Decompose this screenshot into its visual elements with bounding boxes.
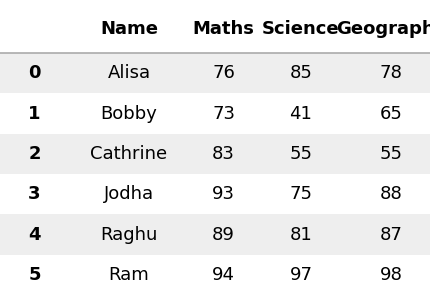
- Text: 1: 1: [28, 104, 41, 123]
- Text: 5: 5: [28, 266, 41, 284]
- Text: 55: 55: [380, 145, 403, 163]
- Text: Name: Name: [100, 20, 158, 39]
- Bar: [0, 94, 430, 134]
- Text: 0: 0: [28, 64, 41, 82]
- Text: 94: 94: [212, 266, 235, 284]
- Text: Alisa: Alisa: [108, 64, 150, 82]
- Text: 41: 41: [289, 104, 313, 123]
- Text: Cathrine: Cathrine: [90, 145, 168, 163]
- Bar: [0, 214, 430, 255]
- Text: Raghu: Raghu: [100, 225, 158, 244]
- Bar: [0, 255, 430, 295]
- Text: 73: 73: [212, 104, 235, 123]
- Text: 3: 3: [28, 185, 41, 203]
- Text: 55: 55: [289, 145, 313, 163]
- Text: 75: 75: [289, 185, 313, 203]
- Text: Science: Science: [262, 20, 340, 39]
- Text: 89: 89: [212, 225, 235, 244]
- Bar: [0, 134, 430, 174]
- Text: Maths: Maths: [193, 20, 255, 39]
- Text: 76: 76: [212, 64, 235, 82]
- Text: 98: 98: [380, 266, 403, 284]
- Text: 65: 65: [380, 104, 403, 123]
- Text: 81: 81: [290, 225, 312, 244]
- Text: 2: 2: [28, 145, 41, 163]
- Text: 97: 97: [289, 266, 313, 284]
- Text: 4: 4: [28, 225, 41, 244]
- Text: Bobby: Bobby: [101, 104, 157, 123]
- Bar: [0, 174, 430, 214]
- Bar: [0, 53, 430, 94]
- Text: Ram: Ram: [109, 266, 149, 284]
- Text: 78: 78: [380, 64, 403, 82]
- Text: 87: 87: [380, 225, 403, 244]
- Text: 88: 88: [380, 185, 402, 203]
- Text: Geography: Geography: [336, 20, 430, 39]
- Text: Jodha: Jodha: [104, 185, 154, 203]
- Text: 83: 83: [212, 145, 235, 163]
- Text: 93: 93: [212, 185, 235, 203]
- Text: 85: 85: [289, 64, 313, 82]
